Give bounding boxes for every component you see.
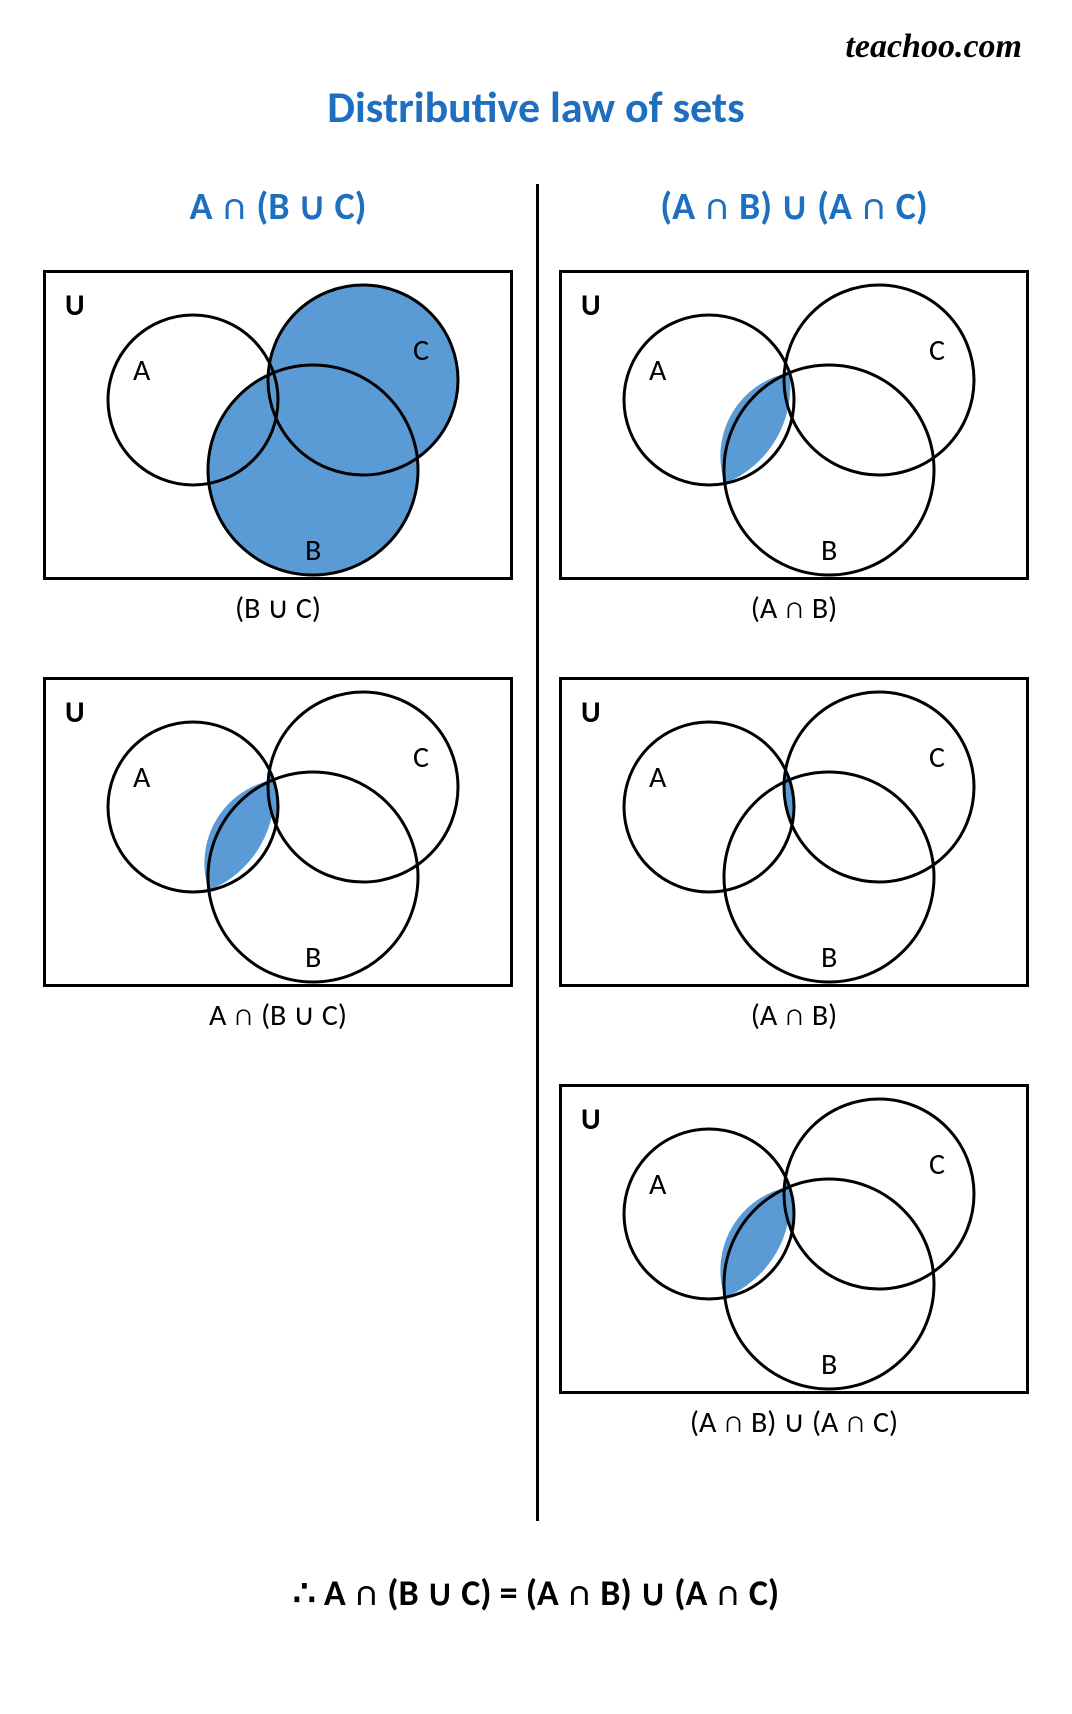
watermark: teachoo.com <box>845 28 1022 66</box>
right-column: (A ∩ B) ∪ (A ∩ C) U A B C (A ∩ B) U A B … <box>554 184 1034 1491</box>
svg-text:U: U <box>581 1101 601 1138</box>
venn-diagram: U A B C <box>559 270 1029 580</box>
diagram-block: U A B C (A ∩ B) <box>559 270 1029 657</box>
svg-text:C: C <box>413 739 429 776</box>
page-title: Distributive law of sets <box>0 80 1072 134</box>
columns-container: A ∩ (B ∪ C) U A B C (B ∪ C) U A B C A ∩ … <box>0 184 1072 1521</box>
svg-text:U: U <box>581 287 601 324</box>
diagram-caption: (A ∩ B) ∪ (A ∩ C) <box>690 1404 898 1441</box>
left-column: A ∩ (B ∪ C) U A B C (B ∪ C) U A B C A ∩ … <box>38 184 518 1491</box>
venn-diagram: U A B C <box>43 270 513 580</box>
diagram-caption: (A ∩ B) <box>751 590 837 627</box>
svg-text:A: A <box>649 352 667 389</box>
venn-diagram: U A B C <box>559 1084 1029 1394</box>
vertical-divider <box>536 184 539 1521</box>
diagram-caption: (B ∪ C) <box>235 590 321 627</box>
diagram-block: U A B C (A ∩ B) ∪ (A ∩ C) <box>559 1084 1029 1471</box>
svg-text:A: A <box>649 759 667 796</box>
svg-text:B: B <box>821 939 837 976</box>
svg-text:C: C <box>929 739 945 776</box>
diagram-caption: A ∩ (B ∪ C) <box>209 997 347 1034</box>
svg-text:B: B <box>821 532 837 569</box>
svg-text:U: U <box>65 287 85 324</box>
diagram-block: U A B C (B ∪ C) <box>43 270 513 657</box>
svg-text:C: C <box>929 1146 945 1183</box>
conclusion-text: ∴ A ∩ (B ∪ C) = (A ∩ B) ∪ (A ∩ C) <box>0 1571 1072 1615</box>
diagram-caption: (A ∩ B) <box>751 997 837 1034</box>
svg-text:A: A <box>649 1166 667 1203</box>
svg-text:C: C <box>413 332 429 369</box>
svg-text:A: A <box>133 759 151 796</box>
right-column-header: (A ∩ B) ∪ (A ∩ C) <box>660 184 928 230</box>
diagram-block: U A B C A ∩ (B ∪ C) <box>43 677 513 1064</box>
venn-diagram: U A B C <box>43 677 513 987</box>
left-column-header: A ∩ (B ∪ C) <box>190 184 367 230</box>
svg-text:B: B <box>305 532 321 569</box>
svg-text:U: U <box>581 694 601 731</box>
svg-text:B: B <box>821 1346 837 1383</box>
svg-text:A: A <box>133 352 151 389</box>
svg-text:B: B <box>305 939 321 976</box>
left-diagrams-container: U A B C (B ∪ C) U A B C A ∩ (B ∪ C) <box>43 270 513 1084</box>
diagram-block: U A B C (A ∩ B) <box>559 677 1029 1064</box>
svg-text:U: U <box>65 694 85 731</box>
svg-text:C: C <box>929 332 945 369</box>
right-diagrams-container: U A B C (A ∩ B) U A B C (A ∩ B) U A B C … <box>559 270 1029 1491</box>
venn-diagram: U A B C <box>559 677 1029 987</box>
